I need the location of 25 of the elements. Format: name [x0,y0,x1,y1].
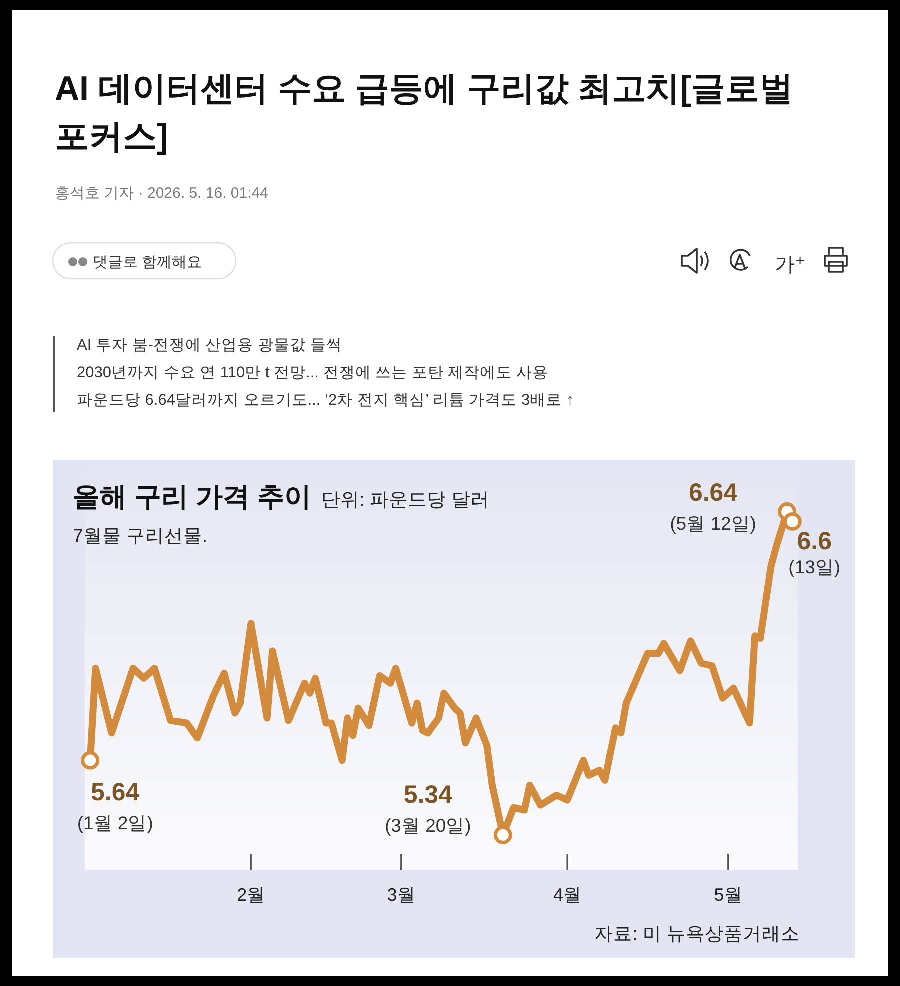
text: 2030년까지 수요 연 110만 t 전망... 전쟁에 쓰는 포탄 제작에도 사용 [77,364,548,382]
text: 파운드당 6.64달러까지 오르기도... ‘2차 전지 핵심’ 리튬 가격도 3배로 ↑ [77,392,574,409]
text: 자료: 미 뉴욕상품거래소 [594,923,800,944]
text: 가⁺ [775,254,806,276]
annotation: (3월 20일) [384,815,472,836]
x-tick-label: 2월 [237,885,266,905]
text: AI 데이터센터 수요 급등에 구리값 최고치[글로벌 포커스] [55,70,794,156]
text: 올해 구리 가격 추이 [73,482,312,512]
text: 댓글로 함께해요 [93,254,202,271]
annotation: (5월 12일) [670,512,756,534]
data-label: 5.34 [404,781,453,810]
x-tick-label: 4월 [553,885,582,905]
annotation: 7월물 구리선물. [73,525,208,546]
data-label: 6.6 [797,528,832,556]
text: 단위: 파운드당 달러 [322,490,490,511]
point [783,512,802,531]
data-label: 6.64 [688,478,738,507]
x-tick-label: 3월 [387,885,416,905]
annotation: (1월 2일) [77,812,154,834]
text: AI 투자 붐-전쟁에 산업용 광물값 들썩 [77,337,342,354]
annotation: (13일) [788,556,841,578]
text: 홍석호 기자 · 2026. 5. 16. 01:44 [55,185,268,202]
point [81,751,100,770]
x-tick-label: 5월 [714,885,742,905]
data-label: 5.64 [91,778,140,807]
